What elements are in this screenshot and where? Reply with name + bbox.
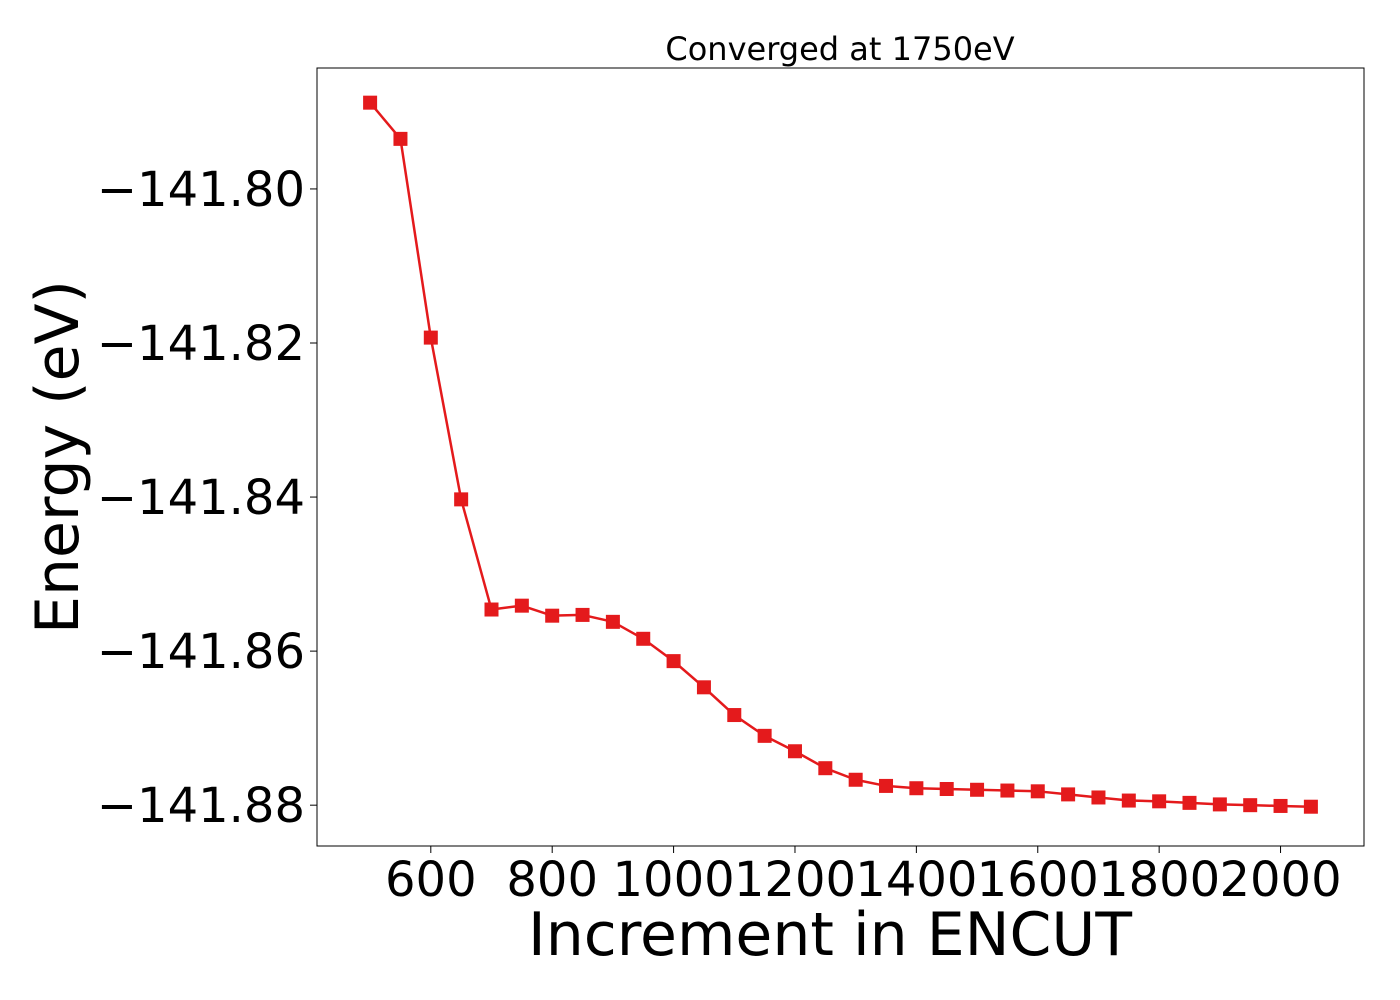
data-point-marker xyxy=(423,330,438,345)
data-point-marker xyxy=(1091,790,1106,805)
data-point-marker xyxy=(939,781,954,796)
y-axis-ticks: −141.80 −141.82 −141.84 −141.86 −141.88 xyxy=(97,162,317,834)
x-tick-label: 800 xyxy=(506,852,598,908)
data-point-marker xyxy=(666,654,681,669)
data-point-marker xyxy=(970,782,985,797)
x-tick-label: 1600 xyxy=(977,852,1099,908)
chart-title: Converged at 1750eV xyxy=(665,30,1014,68)
y-axis-label: Energy (eV) xyxy=(23,280,93,634)
y-tick-label: −141.84 xyxy=(97,470,305,526)
data-point-marker xyxy=(1061,787,1076,802)
data-point-marker xyxy=(1273,798,1288,813)
x-axis-ticks: 600 800 1000 1200 1400 1600 1800 2000 xyxy=(385,846,1342,908)
data-point-marker xyxy=(636,631,651,646)
data-point-marker xyxy=(605,614,620,629)
data-point-marker xyxy=(1152,794,1167,809)
data-point-marker xyxy=(575,607,590,622)
data-point-marker xyxy=(1121,793,1136,808)
y-tick-label: −141.82 xyxy=(97,316,305,372)
x-tick-label: 1800 xyxy=(1098,852,1220,908)
data-point-marker xyxy=(696,680,711,695)
data-point-marker xyxy=(484,602,499,617)
plot-frame xyxy=(316,67,1365,847)
data-point-marker xyxy=(1000,783,1015,798)
data-point-marker xyxy=(1182,795,1197,810)
data-point-marker xyxy=(1212,797,1227,812)
data-point-marker xyxy=(514,598,529,613)
y-tick-label: −141.80 xyxy=(97,162,305,218)
x-tick-label: 600 xyxy=(385,852,477,908)
data-point-marker xyxy=(393,131,408,146)
data-point-marker xyxy=(454,492,469,507)
data-point-marker xyxy=(1030,784,1045,799)
x-tick-label: 1200 xyxy=(734,852,856,908)
data-point-marker xyxy=(787,744,802,759)
x-tick-label: 1400 xyxy=(855,852,977,908)
y-tick-label: −141.86 xyxy=(97,624,305,680)
data-point-marker xyxy=(818,761,833,776)
data-point-marker xyxy=(363,95,378,110)
data-point-marker xyxy=(848,772,863,787)
data-point-marker xyxy=(909,781,924,796)
x-tick-label: 2000 xyxy=(1219,852,1341,908)
data-point-marker xyxy=(727,708,742,723)
plot-layer xyxy=(363,95,1318,814)
data-point-marker xyxy=(1243,798,1258,813)
data-point-marker xyxy=(879,778,894,793)
data-point-marker xyxy=(545,608,560,623)
data-point-marker xyxy=(1303,799,1318,814)
data-point-marker xyxy=(757,728,772,743)
y-tick-label: −141.88 xyxy=(97,778,305,834)
x-tick-label: 1000 xyxy=(613,852,735,908)
x-axis-label: Increment in ENCUT xyxy=(528,900,1132,970)
